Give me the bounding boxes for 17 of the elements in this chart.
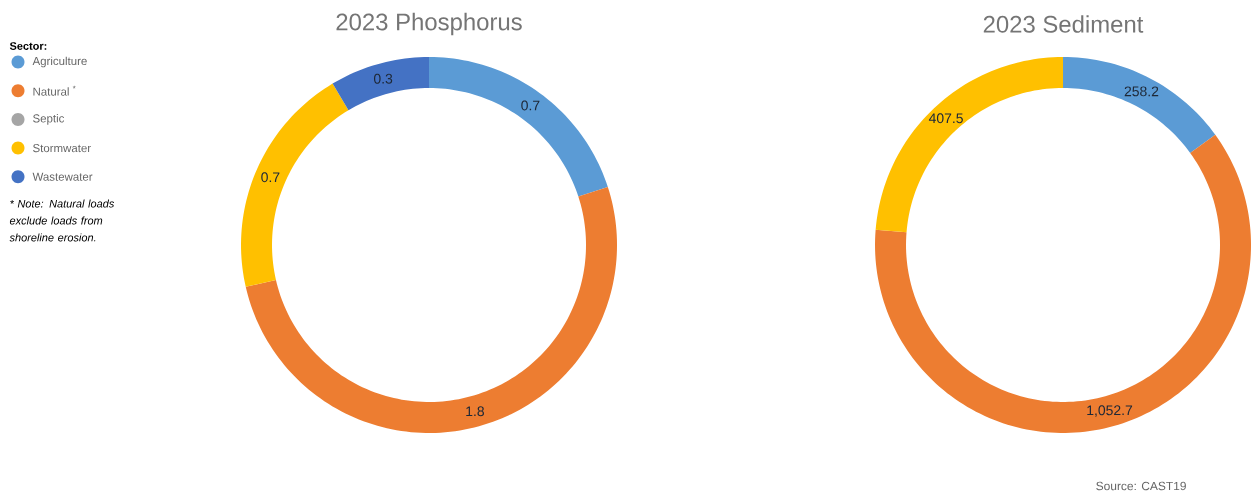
legend-title: Sector: — [9, 42, 47, 50]
chart-title: 2023 Phosphorus — [336, 12, 522, 36]
data-label: 0.7 — [261, 172, 280, 183]
data-label: 0.7 — [521, 100, 540, 111]
legend-label: Natural $^{*}$ — [33, 85, 76, 96]
source-note: Source: CAST19 — [1096, 481, 1186, 491]
data-label: 407.5 — [928, 113, 963, 124]
data-label: 1.8 — [466, 406, 484, 417]
chart-title: 2023 Sediment — [983, 15, 1144, 33]
legend-label: Agriculture — [32, 56, 87, 68]
legend-label: Stormwater — [33, 144, 91, 153]
legend-label: Septic — [33, 114, 65, 125]
legend-label: Wastewater — [32, 172, 93, 181]
text: * Note: Natural loads exclude loads from shoreline erosion. — [9, 199, 115, 242]
data-label: 258.2 — [1124, 86, 1159, 97]
data-label: 0.3 — [373, 73, 393, 84]
data-label: 1,052.7 — [1087, 405, 1133, 417]
